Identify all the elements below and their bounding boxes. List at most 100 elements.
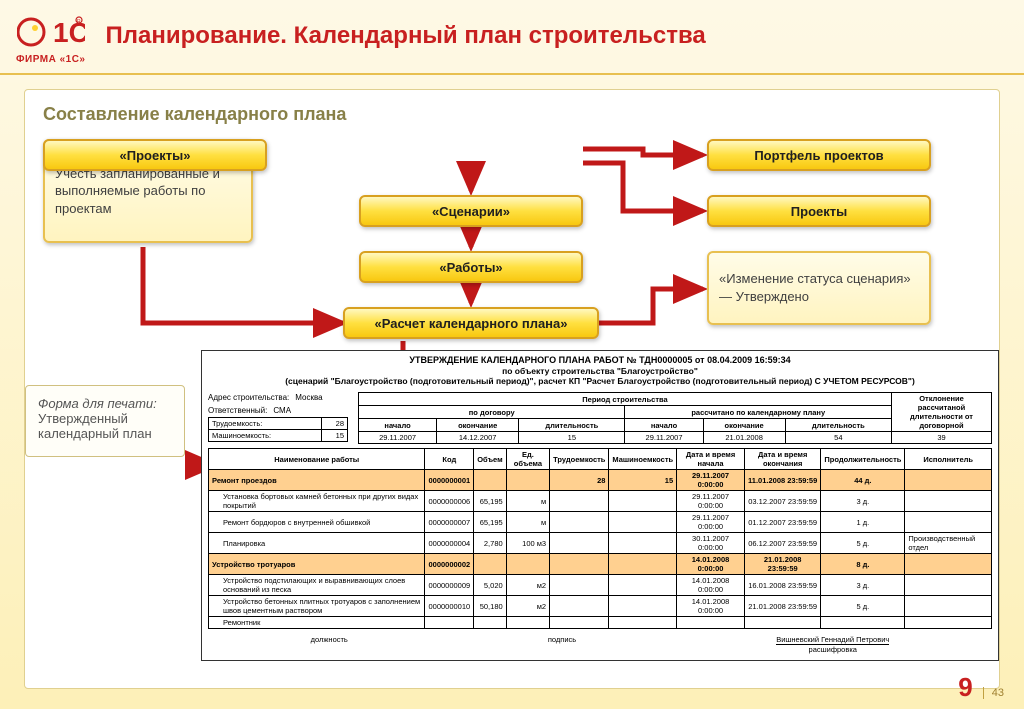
box-consider-text: Учесть запланированные и выполняемые раб… — [55, 165, 241, 218]
mt-cell — [821, 617, 905, 629]
mt-cell: 0000000001 — [425, 470, 474, 491]
table-row: Устройство подстилающих и выравнивающих … — [209, 575, 992, 596]
mt-cell — [677, 617, 745, 629]
tt-col: начало — [359, 419, 437, 432]
box-scenarios-text: «Сценарии» — [432, 204, 510, 219]
box-projects: «Проекты» — [43, 139, 267, 171]
signature-row: должность подпись Вишневский Геннадий Пе… — [208, 635, 992, 654]
mt-header: Ед. объема — [506, 449, 549, 470]
box-calc: «Расчет календарного плана» — [343, 307, 599, 339]
box-scenarios: «Сценарии» — [359, 195, 583, 227]
mt-cell: 0000000010 — [425, 596, 474, 617]
mt-cell: 65,195 — [474, 512, 506, 533]
mt-cell: 3 д. — [821, 575, 905, 596]
mt-cell — [425, 617, 474, 629]
mt-header: Продолжительность — [821, 449, 905, 470]
mt-cell: 14.01.2008 0:00:00 — [677, 575, 745, 596]
mt-cell: 0000000009 — [425, 575, 474, 596]
mt-cell: 0000000002 — [425, 554, 474, 575]
meta-addr-label: Адрес строительства: — [208, 393, 289, 402]
mt-header: Код — [425, 449, 474, 470]
mt-cell: 1 д. — [821, 512, 905, 533]
mt-cell: 100 м3 — [506, 533, 549, 554]
box-status: «Изменение статуса сценария» — Утвержден… — [707, 251, 931, 325]
logo: 1C R ФИРМА «1С» — [16, 12, 86, 65]
mt-cell: 28 — [550, 470, 609, 491]
meta-resp: СМА — [273, 406, 291, 415]
tt-col: длительность — [519, 419, 625, 432]
box-portfolio: Портфель проектов — [707, 139, 931, 171]
mt-cell: 14.01.2008 0:00:00 — [677, 596, 745, 617]
meta-resp-label: Ответственный: — [208, 406, 267, 415]
mt-cell — [506, 554, 549, 575]
mt-cell: 01.12.2007 23:59:59 — [744, 512, 820, 533]
mt-cell: 2,780 — [474, 533, 506, 554]
tt-g2b: рассчитано по календарному плану — [625, 406, 892, 419]
box-projects-text: «Проекты» — [120, 148, 191, 163]
report-document: УТВЕРЖДЕНИЕ КАЛЕНДАРНОГО ПЛАНА РАБОТ № Т… — [201, 350, 999, 661]
mt-header: Дата и время окончания — [744, 449, 820, 470]
mt-cell — [550, 596, 609, 617]
tt-r1-val: 15 — [321, 430, 347, 442]
mt-cell — [609, 596, 677, 617]
mt-cell: Устройство подстилающих и выравнивающих … — [209, 575, 425, 596]
doc-title: УТВЕРЖДЕНИЕ КАЛЕНДАРНОГО ПЛАНА РАБОТ № Т… — [208, 355, 992, 365]
mt-cell: Установка бортовых камней бетонных при д… — [209, 491, 425, 512]
mt-cell — [550, 554, 609, 575]
doc-sub1: по объекту строительства "Благоустройств… — [208, 366, 992, 376]
flowchart: Учесть запланированные и выполняемые раб… — [43, 139, 981, 379]
print-label-box: Форма для печати: Утвержденный календарн… — [25, 385, 185, 457]
mt-cell — [609, 533, 677, 554]
mt-cell — [474, 470, 506, 491]
logo-brand-text: ФИРМА «1С» — [16, 54, 86, 65]
mt-header: Исполнитель — [905, 449, 992, 470]
header: 1C R ФИРМА «1С» Планирование. Календарны… — [0, 0, 1024, 75]
tt-r1-label: Машиноемкость: — [209, 430, 322, 442]
mt-cell: Планировка — [209, 533, 425, 554]
mt-cell: Устройство тротуаров — [209, 554, 425, 575]
tt-r0-val: 28 — [321, 418, 347, 430]
tt-r0-label: Трудоемкость: — [209, 418, 322, 430]
table-row: Ремонт проездов0000000001281529.11.2007 … — [209, 470, 992, 491]
1c-logo-icon: 1C R — [17, 12, 85, 52]
table-row: Ремонтник — [209, 617, 992, 629]
tt-col: окончание — [437, 419, 519, 432]
tt-g3: Отклонение рассчитаной длительности от д… — [892, 393, 992, 432]
sig-right: расшифровка — [776, 645, 889, 654]
page-total: 43 — [983, 687, 1004, 699]
table-row: Устройство тротуаров000000000214.01.2008… — [209, 554, 992, 575]
box-status-text: «Изменение статуса сценария» — Утвержден… — [719, 270, 919, 305]
mt-header: Трудоемкость — [550, 449, 609, 470]
content-panel: Составление календарного плана — [24, 89, 1000, 689]
mt-cell: 44 д. — [821, 470, 905, 491]
page-title: Планирование. Календарный план строитель… — [106, 22, 706, 50]
mt-cell: 5 д. — [821, 533, 905, 554]
mt-cell: 21.01.2008 23:59:59 — [744, 596, 820, 617]
mt-cell — [550, 491, 609, 512]
sig-mid: подпись — [548, 635, 576, 654]
mt-header: Дата и время начала — [677, 449, 745, 470]
sig-name: Вишневский Геннадий Петрович — [776, 635, 889, 645]
tt-cell: 39 — [892, 432, 992, 444]
mt-cell — [609, 512, 677, 533]
mt-cell — [905, 470, 992, 491]
mt-cell: м — [506, 512, 549, 533]
tt-cell: 21.01.2008 — [703, 432, 785, 444]
mt-cell — [474, 554, 506, 575]
mt-cell — [905, 491, 992, 512]
mt-cell: 50,180 — [474, 596, 506, 617]
mt-cell: Производственный отдел — [905, 533, 992, 554]
table-row: Планировка00000000042,780100 м330.11.200… — [209, 533, 992, 554]
main-table: Наименование работыКодОбъемЕд. объемаТру… — [208, 448, 992, 629]
mt-cell: 29.11.2007 0:00:00 — [677, 512, 745, 533]
svg-text:R: R — [77, 19, 81, 25]
mt-cell: 3 д. — [821, 491, 905, 512]
tt-cell: 14.12.2007 — [437, 432, 519, 444]
mt-cell: Устройство бетонных плитных тротуаров с … — [209, 596, 425, 617]
sig-left: должность — [311, 635, 348, 654]
mt-cell: Ремонтник — [209, 617, 425, 629]
table-row: Ремонт бордюров с внутренней обшивкой000… — [209, 512, 992, 533]
mt-cell — [506, 617, 549, 629]
mt-cell: м2 — [506, 575, 549, 596]
box-portfolio-text: Портфель проектов — [754, 148, 883, 163]
